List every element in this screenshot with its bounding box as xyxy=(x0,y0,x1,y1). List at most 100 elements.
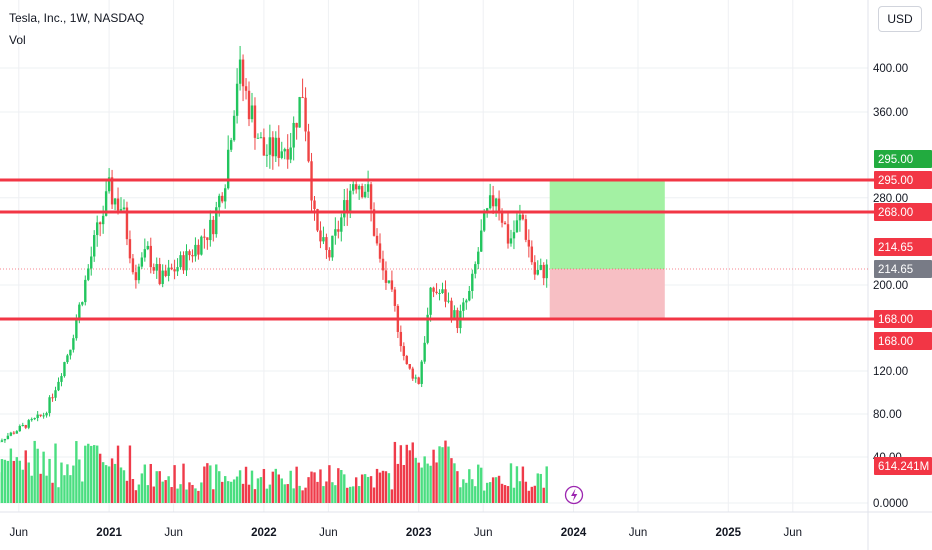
candle-body xyxy=(313,200,316,210)
volume-bar xyxy=(197,490,200,503)
date-tick-label: 2023 xyxy=(406,527,432,539)
candle-body xyxy=(12,432,16,434)
volume-bar xyxy=(527,490,531,503)
candle-body xyxy=(104,191,108,216)
candle-body xyxy=(438,292,441,294)
candlestick-series xyxy=(0,45,548,443)
volume-bar xyxy=(113,463,117,503)
candle-body xyxy=(414,377,417,379)
candle-body xyxy=(381,258,385,271)
volume-bar xyxy=(152,486,155,503)
svg-text:295.00: 295.00 xyxy=(878,175,913,187)
volume-bar xyxy=(244,466,248,503)
volume-bar xyxy=(12,460,16,503)
candle-body xyxy=(57,381,60,391)
volume-bar xyxy=(104,465,108,503)
price-tick-label: 80.00 xyxy=(873,409,902,421)
volume-bar xyxy=(110,458,114,503)
volume-bar xyxy=(322,486,325,503)
volume-indicator-label[interactable]: Vol xyxy=(9,33,26,47)
candle-body xyxy=(134,272,138,281)
candle-body xyxy=(0,440,4,442)
volume-bar xyxy=(39,473,42,503)
candle-body xyxy=(462,302,465,311)
date-tick-label: Jun xyxy=(164,527,183,539)
volume-bar xyxy=(292,488,295,503)
candle-body xyxy=(36,414,39,419)
volume-bar xyxy=(432,449,435,503)
candle-body xyxy=(340,217,343,232)
volume-bar xyxy=(450,458,453,503)
horizontal-levels[interactable] xyxy=(0,178,932,321)
candle-body xyxy=(78,304,81,321)
candle-body xyxy=(229,140,233,150)
volume-bar xyxy=(101,462,105,503)
candle-body xyxy=(304,97,307,132)
target-price-badge: 295.00 xyxy=(874,150,932,168)
volume-bar xyxy=(137,484,141,503)
volume-bar xyxy=(167,476,170,503)
svg-text:168.00: 168.00 xyxy=(878,336,913,348)
volume-bar xyxy=(84,445,87,503)
candle-body xyxy=(482,211,486,231)
candle-body xyxy=(107,177,111,192)
volume-bar xyxy=(363,474,367,503)
chart-title: Tesla, Inc., 1W, NASDAQ xyxy=(9,11,145,25)
candle-body xyxy=(372,209,376,236)
price-axis[interactable]: 400.00360.00280.00200.00120.0080.0040.00… xyxy=(873,63,908,510)
volume-bar xyxy=(441,447,444,503)
candle-body xyxy=(176,267,179,272)
volume-bar xyxy=(51,482,54,503)
date-tick-label: Jun xyxy=(784,527,803,539)
candle-body xyxy=(247,90,251,120)
candle-body xyxy=(447,300,450,302)
volume-bar xyxy=(259,477,263,503)
candle-body xyxy=(137,266,141,281)
volume-bar xyxy=(387,473,391,503)
candle-body xyxy=(224,188,227,202)
lightning-icon[interactable] xyxy=(564,485,584,505)
candle-body xyxy=(352,184,355,191)
candle-body xyxy=(241,59,245,87)
candle-body xyxy=(277,137,280,158)
volume-bar xyxy=(453,463,456,503)
volume-bar xyxy=(456,471,459,503)
volume-bar xyxy=(429,465,432,503)
volume-bar xyxy=(518,481,522,503)
volume-bar xyxy=(506,486,510,503)
candle-body xyxy=(66,355,69,363)
volume-bar xyxy=(250,470,254,503)
candle-body xyxy=(411,368,414,379)
volume-bar xyxy=(18,460,21,503)
candle-body xyxy=(215,207,218,235)
candle-body xyxy=(503,222,507,225)
candle-body xyxy=(485,208,489,212)
candle-body xyxy=(244,86,248,91)
candle-body xyxy=(113,198,117,205)
candle-body xyxy=(349,190,352,214)
currency-button[interactable]: USD xyxy=(878,6,922,32)
candle-body xyxy=(30,419,33,421)
volume-bar xyxy=(349,486,352,503)
volume-bar xyxy=(360,474,364,503)
candle-body xyxy=(545,264,548,279)
candle-body xyxy=(42,415,45,417)
volume-bar xyxy=(536,473,539,503)
candle-body xyxy=(69,349,72,356)
volume-bar xyxy=(212,489,215,503)
candle-body xyxy=(179,255,182,268)
volume-bar xyxy=(253,489,257,503)
volume-bar xyxy=(15,457,19,503)
level-price-badge: 295.00 xyxy=(874,171,932,189)
date-axis[interactable]: Jun 2021 Jun 2022 Jun 2023 Jun 2024 Jun 2025 Jun xyxy=(10,527,803,539)
candle-body xyxy=(357,186,361,190)
volume-bar xyxy=(203,466,206,503)
volume-bar xyxy=(170,487,173,503)
candle-body xyxy=(253,105,257,138)
position-zones[interactable] xyxy=(0,180,868,319)
volume-bar xyxy=(435,462,438,503)
candle-body xyxy=(188,251,191,256)
volume-bar xyxy=(334,485,337,503)
entry-price-badge: 214.65 xyxy=(874,238,932,256)
